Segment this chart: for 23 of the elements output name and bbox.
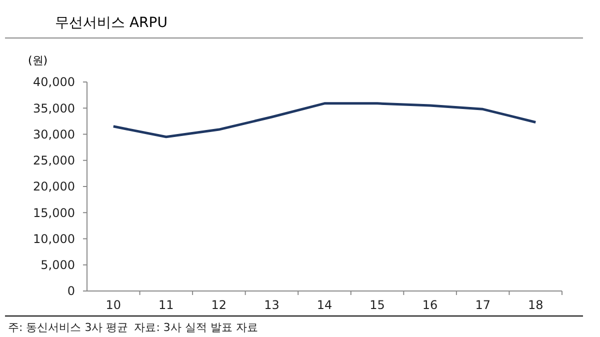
x-tick-label: 16 (422, 298, 438, 312)
x-tick-label: 13 (264, 298, 280, 312)
y-tick-label: 20,000 (33, 180, 75, 194)
y-tick-label: 15,000 (33, 206, 75, 220)
y-tick-label: 0 (67, 284, 75, 298)
y-tick-label: 30,000 (33, 127, 75, 142)
x-tick-label: 17 (475, 298, 490, 312)
text: 자료: 3사 실적 발표 자료 (134, 321, 258, 334)
x-tick-label: 12 (211, 298, 227, 312)
text: 주: 동신서비스 3사 평균 (8, 321, 128, 334)
y-tick-label: 25,000 (33, 154, 75, 168)
line-series (112, 102, 537, 138)
y-tick-label: 10,000 (33, 232, 75, 246)
y-tick-label: 40,000 (33, 75, 75, 90)
y-axis-title: (원) (28, 54, 48, 67)
x-tick-label: 10 (106, 298, 122, 312)
x-tick-label: 11 (158, 298, 174, 312)
x-tick-label: 14 (316, 298, 332, 312)
chart-title: 무선서비스 ARPU (55, 15, 168, 31)
x-tick-label: 15 (370, 298, 385, 312)
y-tick-label: 5,000 (40, 258, 75, 272)
x-tick-label: 18 (528, 298, 544, 312)
y-tick-label: 35,000 (33, 101, 75, 116)
